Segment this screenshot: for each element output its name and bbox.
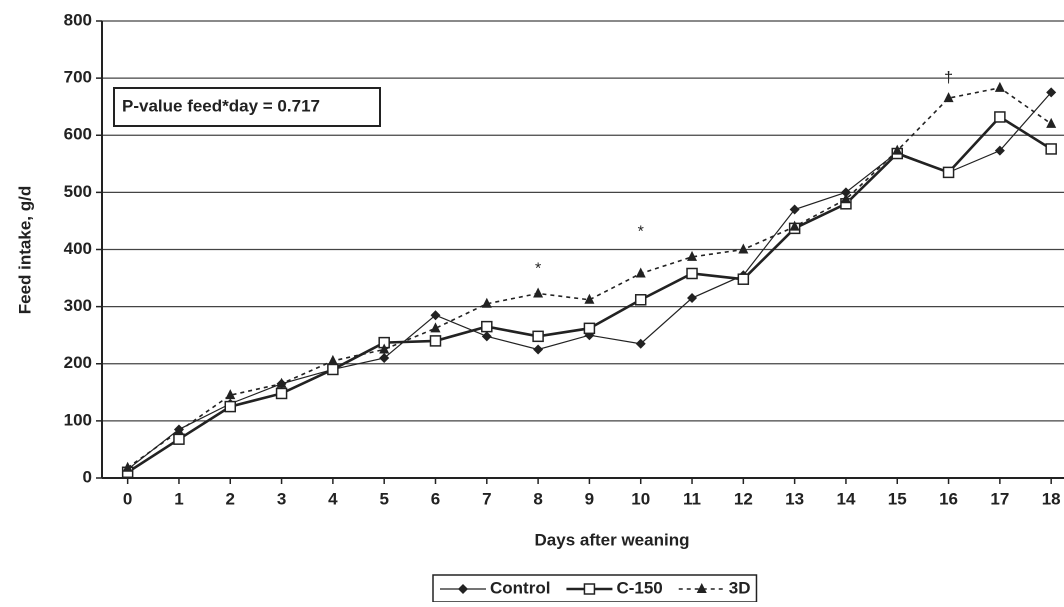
- legend: Control C-150 3D: [432, 574, 758, 603]
- x-tick-label: 10: [631, 489, 650, 508]
- marker: [122, 461, 133, 472]
- marker: [1046, 117, 1057, 128]
- marker: [737, 273, 750, 285]
- marker: [994, 111, 1006, 123]
- marker: [1045, 143, 1057, 155]
- annotation: †: [944, 69, 953, 86]
- marker: [789, 220, 800, 231]
- y-tick-label: 700: [64, 68, 92, 87]
- y-tick-label: 100: [64, 410, 92, 429]
- y-tick-label: 800: [64, 10, 92, 29]
- marker: [533, 344, 544, 355]
- x-tick-label: 7: [482, 489, 491, 508]
- marker: [696, 583, 707, 593]
- x-tick-label: 14: [836, 489, 855, 508]
- marker: [635, 338, 646, 349]
- marker: [943, 92, 954, 103]
- marker: [789, 204, 800, 215]
- marker: [583, 583, 596, 595]
- marker: [225, 389, 236, 400]
- marker: [430, 322, 441, 333]
- x-tick-label: 9: [585, 489, 594, 508]
- marker: [173, 425, 184, 436]
- marker: [430, 310, 441, 321]
- marker: [892, 144, 903, 155]
- y-tick-label: 0: [83, 467, 92, 486]
- marker: [994, 145, 1005, 156]
- y-tick-label: 600: [64, 125, 92, 144]
- marker: [481, 331, 492, 342]
- marker: [687, 250, 698, 261]
- marker: [532, 330, 544, 343]
- x-axis-label: Days after weaning: [535, 530, 690, 549]
- annotation: *: [638, 224, 644, 241]
- x-tick-label: 16: [939, 489, 958, 508]
- y-tick-label: 200: [64, 353, 92, 372]
- marker: [584, 293, 595, 304]
- marker: [429, 335, 442, 347]
- legend-label: Control: [490, 578, 550, 597]
- legend-label: C-150: [616, 578, 662, 597]
- x-tick-label: 2: [226, 489, 235, 508]
- marker: [224, 400, 237, 413]
- marker: [275, 387, 288, 400]
- marker: [840, 187, 851, 198]
- marker: [686, 267, 698, 280]
- x-tick-label: 0: [123, 489, 132, 508]
- marker: [173, 433, 185, 445]
- annotation: P-value feed*day = 0.717: [122, 96, 320, 115]
- y-tick-label: 500: [64, 182, 92, 201]
- y-tick-label: 300: [64, 296, 92, 315]
- annotation-box: [113, 87, 381, 127]
- x-tick-label: 3: [277, 489, 286, 508]
- marker: [276, 377, 287, 388]
- x-tick-label: 1: [174, 489, 183, 508]
- x-tick-label: 5: [379, 489, 388, 508]
- legend-label: 3D: [729, 578, 751, 597]
- marker: [533, 287, 544, 298]
- y-axis-label: Feed intake, g/d: [15, 186, 34, 314]
- x-tick-label: 17: [990, 489, 1009, 508]
- annotation: *: [535, 261, 541, 278]
- marker: [942, 166, 955, 179]
- x-tick-label: 18: [1042, 489, 1061, 508]
- marker: [583, 322, 596, 335]
- x-tick-label: 13: [785, 489, 804, 508]
- series-line: [127, 92, 1052, 470]
- marker: [738, 243, 749, 254]
- marker: [481, 297, 492, 308]
- marker: [635, 267, 646, 278]
- marker: [634, 294, 647, 306]
- marker: [994, 81, 1005, 92]
- marker: [481, 320, 493, 333]
- series-line: [127, 86, 1052, 469]
- x-tick-label: 8: [533, 489, 542, 508]
- marker: [1046, 87, 1057, 98]
- marker: [327, 363, 339, 376]
- marker: [379, 343, 390, 354]
- x-tick-label: 15: [888, 489, 907, 508]
- marker: [379, 353, 390, 364]
- marker: [840, 193, 851, 204]
- marker: [327, 354, 338, 365]
- y-tick-label: 400: [64, 239, 92, 258]
- x-tick-label: 6: [431, 489, 440, 508]
- marker: [687, 293, 698, 304]
- x-tick-label: 4: [328, 489, 338, 508]
- marker: [458, 584, 468, 594]
- x-tick-label: 12: [734, 489, 753, 508]
- x-tick-label: 11: [683, 489, 701, 508]
